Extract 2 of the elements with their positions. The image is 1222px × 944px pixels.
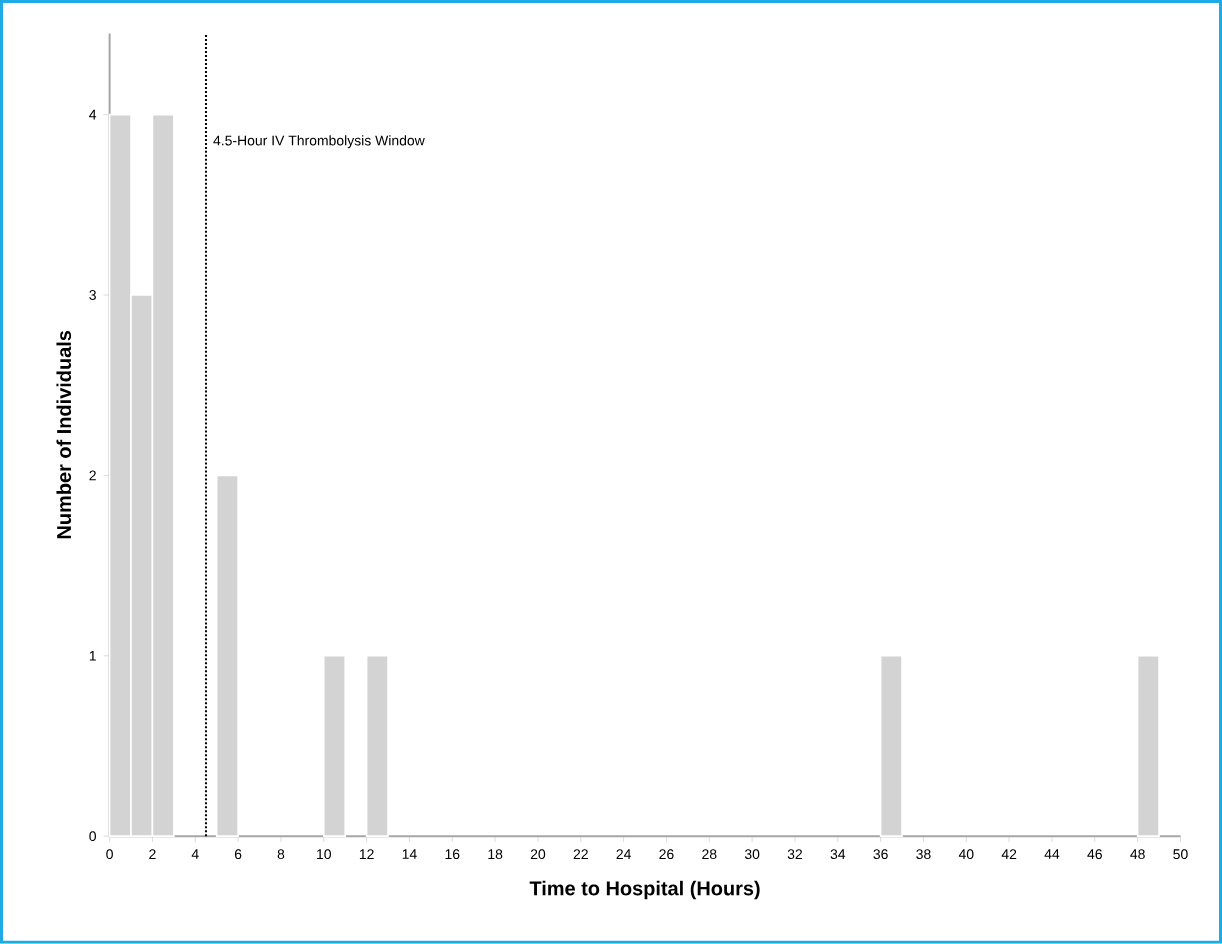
y-axis-title: Number of Individuals [56,331,72,539]
x-axis-title: Time to Hospital (Hours) [529,880,760,900]
